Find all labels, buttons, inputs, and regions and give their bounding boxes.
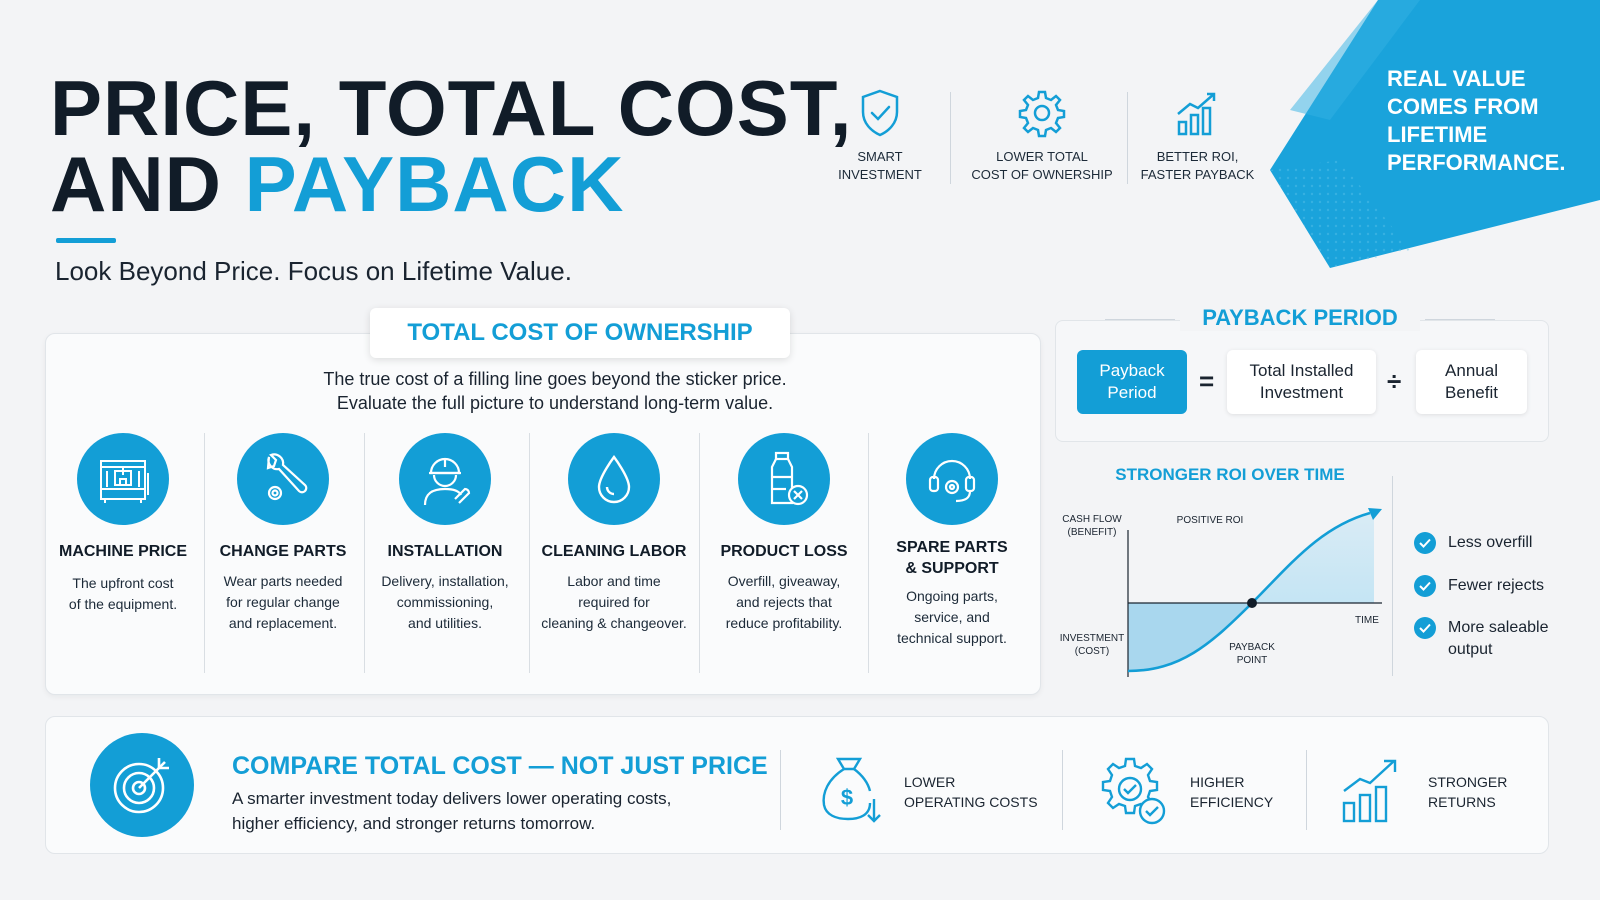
page-title: PRICE, TOTAL COST, AND PAYBACK bbox=[50, 64, 853, 228]
equals-sign: = bbox=[1199, 366, 1215, 396]
tco-section-title: TOTAL COST OF OWNERSHIP bbox=[370, 308, 790, 358]
feature-divider bbox=[950, 92, 951, 184]
roi-diagram bbox=[1127, 508, 1382, 677]
column-divider bbox=[364, 433, 365, 673]
money-bag-down-icon: $ bbox=[822, 757, 881, 823]
compare-title: COMPARE TOTAL COST — NOT JUST PRICE bbox=[232, 752, 768, 780]
benefit-lower-operating-costs: LOWER OPERATING COSTS bbox=[904, 774, 1038, 810]
benefit-higher-efficiency: HIGHER EFFICIENCY bbox=[1190, 774, 1274, 810]
benefit-box: Annual Benefit bbox=[1416, 350, 1527, 414]
compare-card bbox=[45, 716, 1549, 854]
divide-sign: ÷ bbox=[1387, 366, 1402, 396]
technician-icon bbox=[399, 433, 491, 525]
tco-item-machine-price: MACHINE PRICE The upfront cost of the eq… bbox=[43, 433, 203, 612]
tco-item-cleaning-labor: CLEANING LABOR Labor and time required f… bbox=[534, 433, 694, 631]
column-divider bbox=[529, 433, 530, 673]
title-underline bbox=[56, 238, 116, 243]
y-axis-top-label: CASH FLOW (BENEFIT) bbox=[1062, 514, 1122, 538]
check-icon bbox=[1414, 617, 1436, 639]
benefit-fewer-rejects: Fewer rejects bbox=[1414, 575, 1544, 597]
feature-divider bbox=[1127, 92, 1128, 184]
title-accent: PAYBACK bbox=[244, 140, 625, 228]
feature-better-roi: BETTER ROI, FASTER PAYBACK bbox=[1130, 88, 1265, 184]
corner-banner bbox=[1270, 0, 1600, 268]
time-label: TIME bbox=[1355, 615, 1379, 626]
page-subtitle: Look Beyond Price. Focus on Lifetime Val… bbox=[55, 256, 572, 286]
roi-title: STRONGER ROI OVER TIME bbox=[1115, 465, 1345, 484]
roi-arrow-head bbox=[1368, 508, 1382, 520]
title-rule bbox=[1105, 319, 1175, 320]
tco-card bbox=[45, 333, 1041, 695]
bar-chart-up-icon bbox=[1342, 759, 1397, 823]
positive-roi-label: POSITIVE ROI bbox=[1176, 515, 1244, 526]
filling-machine-icon bbox=[77, 433, 169, 525]
feature-lower-tco: LOWER TOTAL COST OF OWNERSHIP bbox=[957, 88, 1127, 184]
tco-description: The true cost of a filling line goes bey… bbox=[323, 369, 787, 413]
headset-support-icon bbox=[906, 433, 998, 525]
feature-smart-investment: SMART INVESTMENT bbox=[800, 88, 960, 184]
payback-point-label: PAYBACK POINT bbox=[1229, 642, 1275, 666]
benefit-less-overfill: Less overfill bbox=[1414, 532, 1532, 554]
benefit-more-saleable-output: More saleable output bbox=[1414, 617, 1549, 661]
title-line-1: PRICE, TOTAL COST, bbox=[50, 64, 853, 152]
gear-icon bbox=[1018, 90, 1066, 138]
gear-check-icon bbox=[1101, 757, 1166, 825]
check-icon bbox=[1414, 532, 1436, 554]
bottle-reject-icon bbox=[738, 433, 830, 525]
tco-item-spare-parts-support: SPARE PARTS & SUPPORT Ongoing parts, ser… bbox=[872, 433, 1032, 646]
benefit-stronger-returns: STRONGER RETURNS bbox=[1428, 774, 1508, 810]
investment-box: Total Installed Investment bbox=[1227, 350, 1376, 414]
tco-item-change-parts: CHANGE PARTS Wear parts needed for regul… bbox=[203, 433, 363, 631]
payback-result-box: Payback Period bbox=[1077, 350, 1187, 414]
banner-text: REAL VALUE COMES FROM LIFETIME PERFORMAN… bbox=[1387, 66, 1566, 175]
water-drop-icon bbox=[568, 433, 660, 525]
payback-title: PAYBACK PERIOD bbox=[1180, 305, 1420, 331]
column-divider bbox=[204, 433, 205, 673]
title-line-2: AND PAYBACK bbox=[50, 140, 625, 228]
wrench-gear-icon bbox=[237, 433, 329, 525]
y-axis-bottom-label: INVESTMENT (COST) bbox=[1059, 633, 1125, 657]
target-icon bbox=[90, 733, 194, 837]
column-divider bbox=[868, 433, 869, 673]
bottom-divider bbox=[1306, 750, 1307, 830]
growth-chart-icon bbox=[1176, 92, 1215, 136]
tco-item-product-loss: PRODUCT LOSS Overfill, giveaway, and rej… bbox=[704, 433, 864, 631]
payback-point-dot bbox=[1247, 598, 1257, 608]
bottom-divider bbox=[780, 750, 781, 830]
compare-description: A smarter investment today delivers lowe… bbox=[232, 789, 672, 833]
column-divider bbox=[699, 433, 700, 673]
roi-gain-area bbox=[1252, 513, 1374, 603]
roi-loss-area bbox=[1128, 603, 1252, 671]
bottom-divider bbox=[1062, 750, 1063, 830]
tco-item-installation: INSTALLATION Delivery, installation, com… bbox=[365, 433, 525, 631]
roi-divider bbox=[1392, 476, 1393, 676]
check-icon bbox=[1414, 575, 1436, 597]
svg-text:$: $ bbox=[841, 785, 853, 810]
shield-check-icon bbox=[861, 89, 899, 137]
title-rule bbox=[1425, 319, 1495, 320]
